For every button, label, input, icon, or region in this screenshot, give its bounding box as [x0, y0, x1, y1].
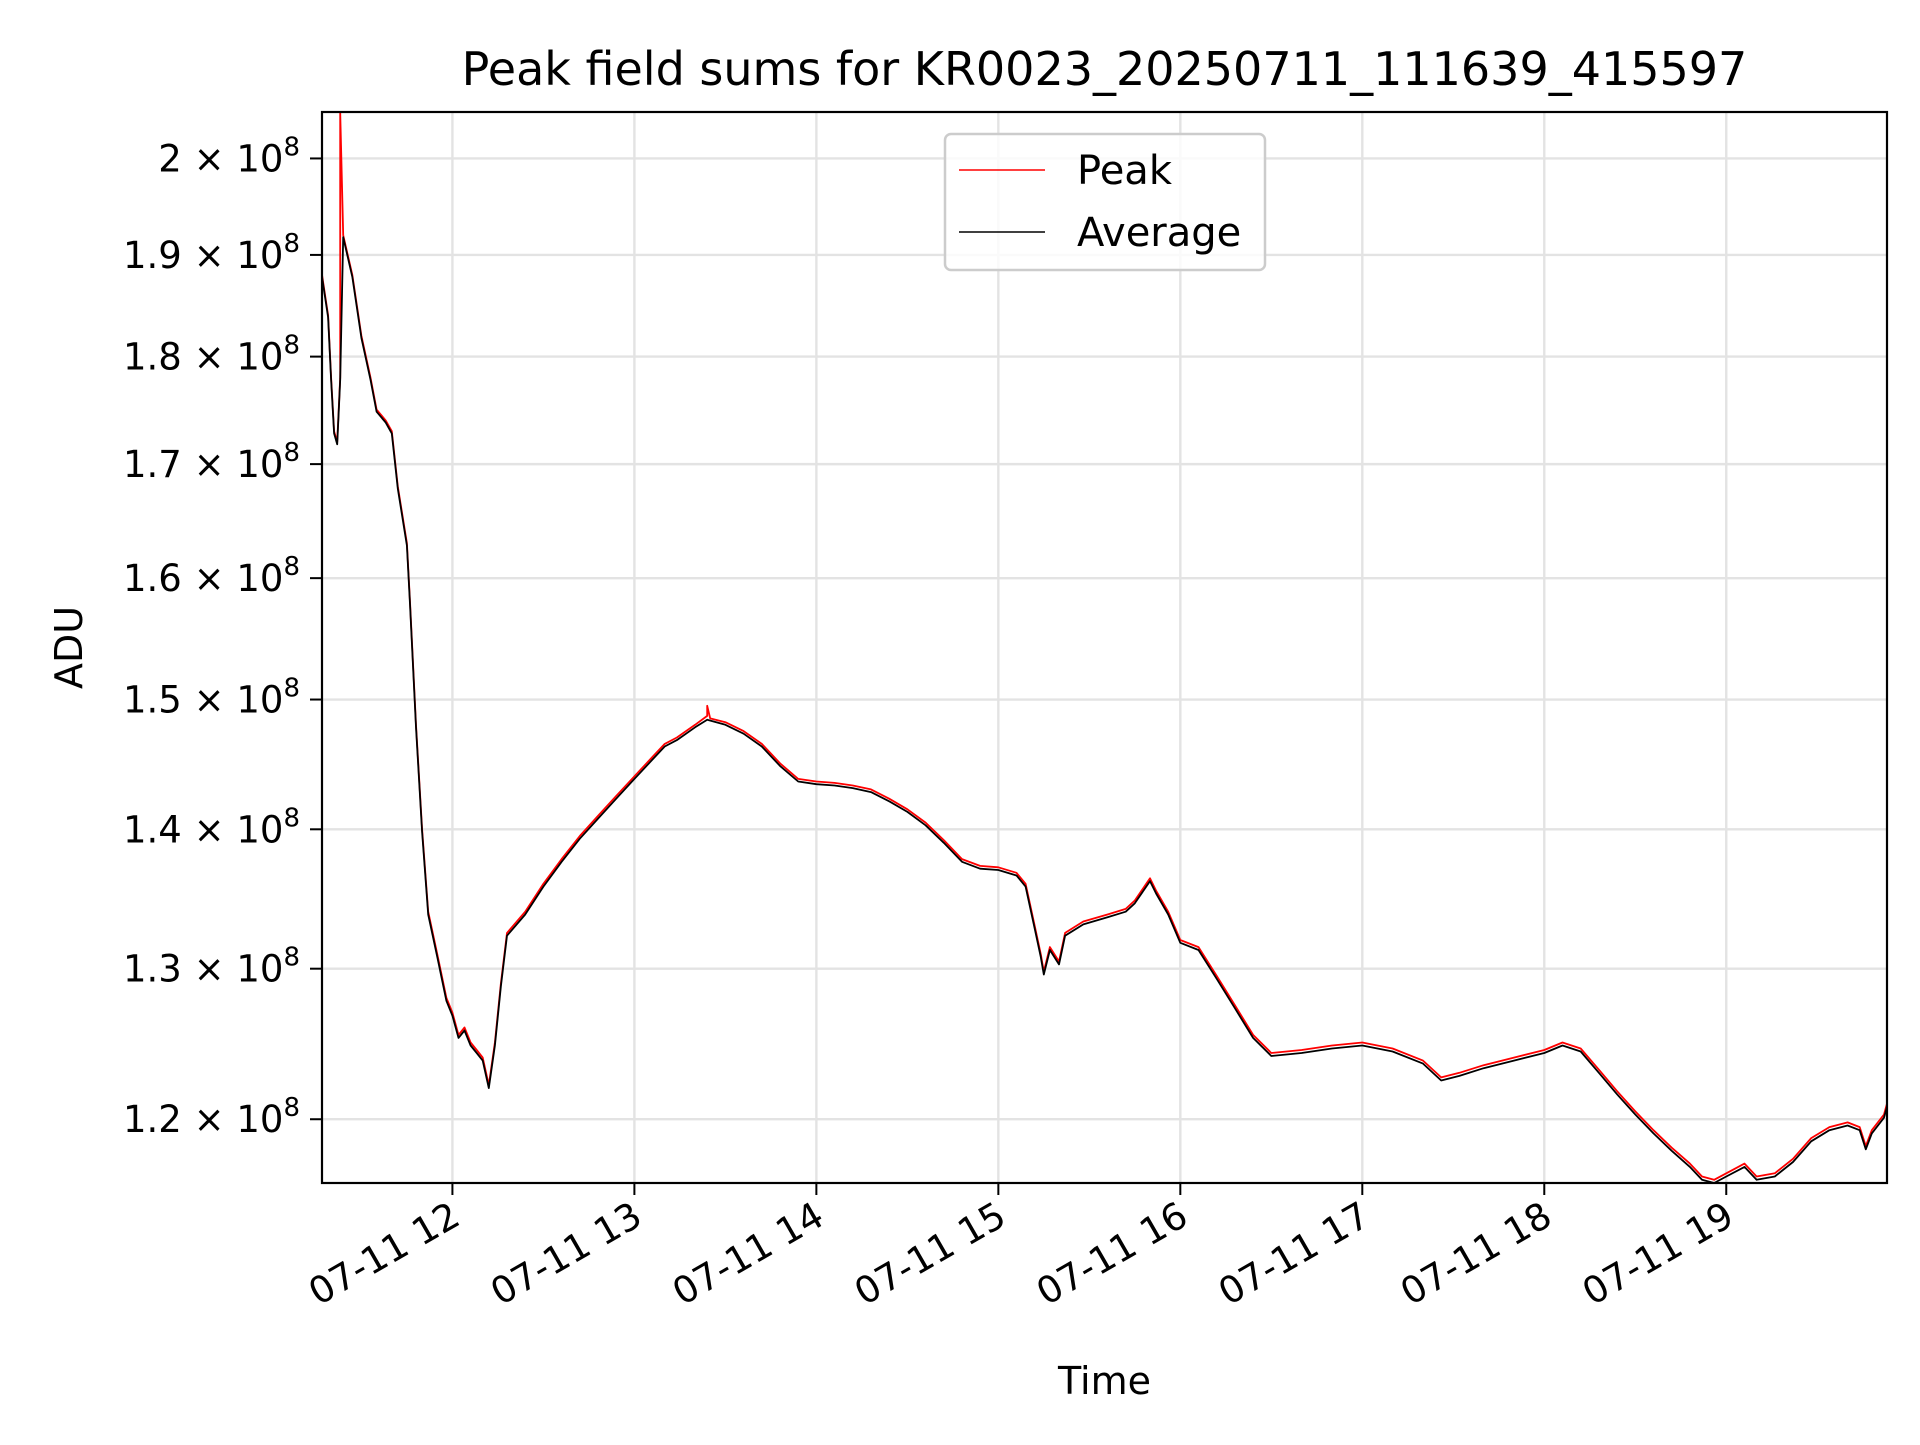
series-layer [322, 112, 1887, 1183]
y-tick-label: 1.4 × 108 [123, 803, 300, 851]
legend-box [943, 132, 1267, 272]
y-tick-label: 1.6 × 108 [123, 552, 300, 600]
legend-label-average: Average [1077, 210, 1241, 256]
legend-label-peak: Peak [1077, 148, 1173, 194]
grid [322, 112, 1887, 1183]
legend: Peak Average [943, 132, 1267, 272]
y-axis-label: ADU [47, 606, 91, 689]
series-line-average [322, 236, 1887, 1183]
y-tick-label: 1.2 × 108 [123, 1093, 300, 1141]
y-tick-label: 1.7 × 108 [123, 438, 300, 486]
y-tick-label: 1.9 × 108 [123, 229, 300, 277]
x-axis-label: Time [1057, 1359, 1151, 1403]
y-tick-label: 2 × 108 [158, 132, 300, 180]
plot-frame [320, 110, 1889, 1185]
y-tick-label: 1.3 × 108 [123, 943, 300, 991]
y-tick-label: 1.5 × 108 [123, 674, 300, 722]
y-tick-label: 1.8 × 108 [123, 331, 300, 379]
chart-title: Peak field sums for KR0023_20250711_1116… [462, 42, 1748, 96]
